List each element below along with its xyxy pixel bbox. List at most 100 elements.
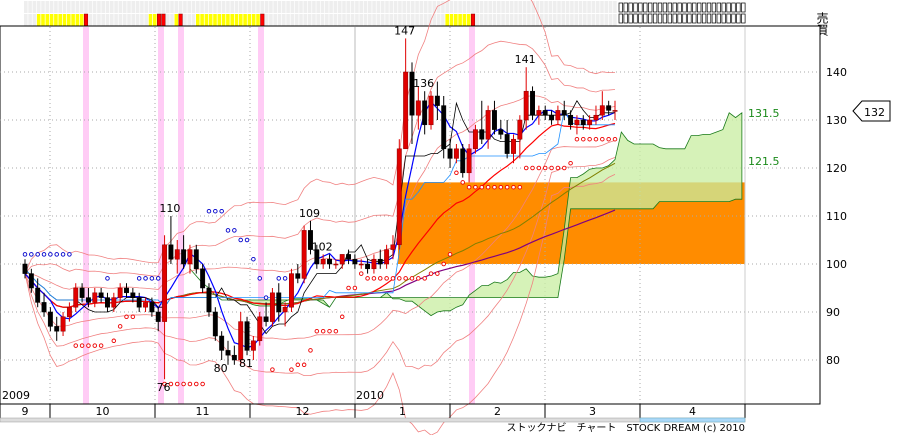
extreme-price-label: 109 (299, 207, 320, 220)
candle (162, 235, 168, 380)
signal-cell (514, 14, 518, 26)
signal-cell (484, 1, 488, 13)
sar-dot (22, 252, 28, 257)
missing-glyph-box (701, 2, 707, 13)
candle (492, 100, 497, 135)
bollinger-lower-3 (24, 174, 616, 435)
sar-dot (320, 328, 326, 334)
signal-cell (359, 14, 363, 26)
candle (460, 144, 466, 178)
candle-body (492, 110, 497, 130)
signal-cell (187, 1, 191, 13)
missing-glyph-box (721, 2, 726, 13)
signal-cell (595, 1, 600, 13)
sar-dot (98, 343, 104, 348)
candle (269, 288, 275, 327)
missing-glyph-box (726, 13, 731, 24)
missing-glyph-box (721, 13, 726, 24)
signal-cell (501, 14, 505, 26)
sar-dot (251, 256, 256, 262)
y-tick-label: 120 (826, 162, 847, 175)
signal-cell (170, 14, 174, 26)
signal-cell (492, 14, 497, 26)
candle-body (472, 129, 478, 150)
missing-glyph-box (711, 13, 717, 24)
candle (606, 100, 612, 116)
missing-glyph-box (667, 2, 672, 13)
kijun-line (24, 109, 615, 308)
signal-cell (92, 1, 97, 13)
signal-cell (135, 1, 140, 13)
sar-dot (511, 184, 516, 190)
signal-cell (71, 1, 75, 13)
signal-cell (445, 14, 449, 26)
candle (124, 283, 129, 298)
candle-body (333, 263, 339, 266)
signal-cell (604, 14, 609, 26)
signal-cell (570, 14, 574, 26)
signal-cell (41, 1, 45, 13)
scrollbar-thumb[interactable] (639, 417, 746, 423)
candle (428, 91, 434, 130)
sar-dot (530, 165, 535, 171)
candle-body (409, 71, 415, 116)
sar-dot (213, 208, 218, 214)
candle (396, 139, 402, 250)
signal-cell (101, 1, 105, 13)
signal-cell (428, 14, 432, 26)
signal-cell (269, 14, 273, 26)
signal-cell (475, 1, 480, 13)
month-axis: 9 10 11 12 1 2 3 4 (0, 403, 820, 418)
signal-cell (127, 1, 131, 13)
candle-body (346, 254, 351, 260)
signal-cell (380, 1, 385, 13)
candle-body (28, 273, 34, 289)
missing-glyph-box (648, 2, 653, 13)
candle (85, 288, 91, 308)
signal-cell (398, 1, 402, 13)
missing-glyph-box (697, 2, 702, 13)
signal-cell (329, 14, 333, 26)
candle (390, 235, 396, 260)
missing-glyph-box (736, 2, 741, 13)
signal-cell (290, 1, 295, 13)
signal-cell (165, 1, 170, 13)
signal-cell (101, 14, 105, 26)
candle-body (358, 263, 364, 266)
candle (536, 105, 542, 125)
missing-glyph-box (682, 13, 687, 24)
signal-cell (527, 14, 531, 26)
candle-body (504, 134, 510, 154)
y-tick-label: 90 (826, 306, 840, 319)
signal-cell (71, 14, 75, 26)
missing-glyph-box (706, 2, 712, 13)
candle-body (485, 110, 491, 140)
candle (212, 307, 218, 341)
signal-cell (565, 14, 570, 26)
signal-cell (462, 14, 467, 26)
signal-cell (36, 14, 41, 26)
candle-body (143, 302, 148, 308)
missing-glyph-box (638, 13, 643, 24)
y-tick-label: 140 (826, 66, 847, 79)
sar-dot (479, 184, 485, 190)
candle-body (301, 230, 307, 279)
signal-cell (372, 14, 376, 26)
signal-cell (441, 14, 445, 26)
sar-dot (378, 276, 383, 281)
signal-cell (325, 1, 329, 13)
candle-body (73, 287, 79, 308)
signal-cell (458, 1, 462, 13)
candle-body (244, 321, 250, 351)
candle (79, 283, 85, 303)
signal-cell (454, 1, 458, 13)
signal-cell (376, 1, 381, 13)
signal-cell (277, 1, 282, 13)
candle-body (580, 119, 586, 126)
candle-body (85, 297, 91, 303)
y-axis: 140 130 120 110 100 90 80 (826, 66, 847, 367)
candle-body (225, 350, 231, 356)
signal-cell (84, 1, 88, 13)
candle-body (599, 105, 605, 116)
candle-body (79, 287, 85, 298)
